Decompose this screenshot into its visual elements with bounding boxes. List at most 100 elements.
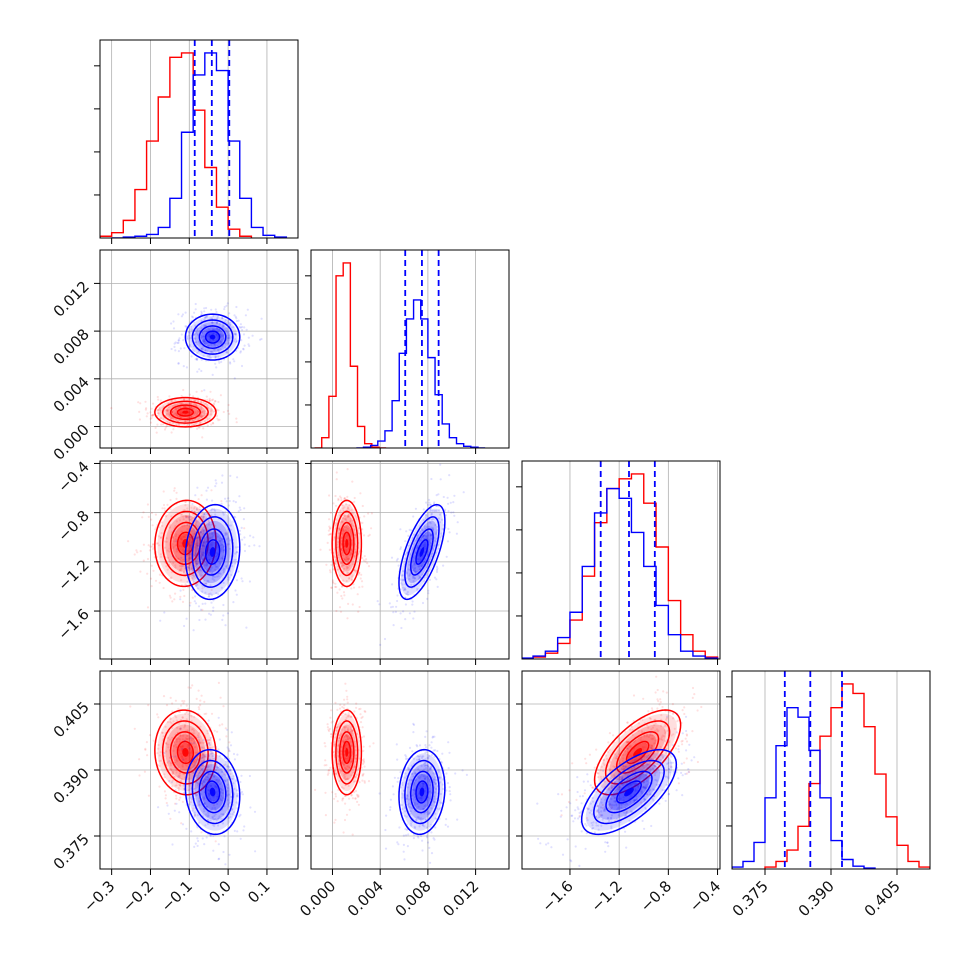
secondary-scatter-point <box>343 766 346 769</box>
secondary-scatter-point <box>347 757 350 760</box>
secondary-scatter-point <box>202 515 205 518</box>
secondary-scatter-point <box>338 527 341 530</box>
primary-scatter-point <box>210 321 214 324</box>
secondary-scatter-point <box>351 797 354 800</box>
secondary-scatter-point <box>191 742 194 746</box>
secondary-scatter-point <box>173 487 176 490</box>
primary-scatter-point <box>439 776 442 779</box>
primary-scatter-point <box>186 338 189 341</box>
primary-scatter-point <box>447 502 450 505</box>
secondary-scatter-point <box>326 541 329 545</box>
secondary-scatter-point <box>206 424 209 427</box>
primary-scatter-point <box>260 317 263 320</box>
primary-scatter-point <box>181 747 184 751</box>
primary-scatter-point <box>182 339 185 342</box>
primary-scatter-point <box>201 544 204 547</box>
primary-scatter-point <box>399 612 402 615</box>
secondary-scatter-point <box>361 759 364 762</box>
secondary-scatter-point <box>348 766 351 769</box>
secondary-scatter-point <box>171 736 174 739</box>
primary-scatter-point <box>388 602 391 605</box>
primary-scatter-point <box>424 778 427 781</box>
secondary-scatter-point <box>201 764 204 767</box>
primary-scatter-point <box>205 341 208 344</box>
secondary-scatter-point <box>159 409 162 412</box>
primary-scatter-point <box>433 509 436 513</box>
secondary-scatter-point <box>614 757 617 760</box>
secondary-scatter-point <box>187 686 190 689</box>
secondary-scatter-point <box>166 736 169 740</box>
primary-scatter-point <box>634 782 638 785</box>
secondary-scatter-point <box>174 407 178 410</box>
primary-contour <box>398 503 446 601</box>
secondary-scatter-point <box>169 416 172 419</box>
primary-scatter-point <box>446 825 450 828</box>
secondary-scatter-point <box>346 714 349 718</box>
secondary-scatter-point <box>637 722 640 725</box>
primary-scatter-point <box>189 796 192 799</box>
secondary-scatter-point <box>327 772 330 775</box>
secondary-scatter-point <box>603 780 606 783</box>
primary-scatter-point <box>177 338 180 342</box>
primary-scatter-point <box>408 746 412 750</box>
primary-scatter-point <box>436 749 439 753</box>
primary-scatter-point <box>240 526 243 530</box>
primary-scatter-point <box>417 755 421 758</box>
secondary-scatter-point <box>643 735 646 738</box>
secondary-scatter-point <box>189 402 192 405</box>
secondary-scatter-point <box>157 743 160 747</box>
secondary-scatter-point <box>174 592 177 595</box>
secondary-scatter-point <box>343 518 346 521</box>
primary-scatter-point <box>435 568 439 572</box>
primary-scatter-point <box>204 824 207 827</box>
primary-scatter-point <box>400 582 403 585</box>
secondary-scatter-point <box>608 732 612 735</box>
primary-histogram <box>111 52 288 238</box>
primary-scatter-point <box>432 781 435 784</box>
primary-scatter-point <box>237 510 240 513</box>
secondary-scatter-point <box>596 772 599 775</box>
secondary-scatter-point <box>332 750 335 753</box>
secondary-scatter-point <box>691 696 694 700</box>
primary-scatter-point <box>412 731 415 734</box>
secondary-scatter-point <box>335 471 338 474</box>
primary-scatter-point <box>412 533 416 536</box>
primary-scatter-point <box>230 777 233 781</box>
primary-contour <box>184 313 241 361</box>
secondary-scatter-point <box>330 733 333 736</box>
secondary-scatter-point <box>349 761 352 764</box>
primary-scatter-point <box>421 796 424 800</box>
secondary-scatter-point <box>144 408 147 411</box>
secondary-scatter-point <box>174 699 177 702</box>
primary-scatter-point <box>223 770 226 773</box>
primary-scatter-point <box>207 814 210 817</box>
secondary-scatter-point <box>187 729 190 732</box>
secondary-scatter-point <box>629 745 632 749</box>
secondary-scatter-point <box>195 751 199 754</box>
primary-scatter-point <box>213 530 216 533</box>
primary-scatter-point <box>433 576 437 579</box>
primary-scatter-point <box>446 782 450 785</box>
primary-scatter-point <box>239 350 242 353</box>
secondary-contour <box>176 407 195 417</box>
secondary-scatter-point <box>179 727 182 730</box>
primary-contour <box>398 748 446 836</box>
secondary-scatter-point <box>203 798 206 801</box>
primary-scatter-point <box>211 577 214 581</box>
secondary-scatter-point <box>175 533 178 536</box>
primary-scatter-point <box>222 558 225 561</box>
secondary-scatter-point <box>180 545 183 548</box>
primary-scatter-point <box>227 576 230 579</box>
secondary-scatter-point <box>331 579 335 582</box>
secondary-scatter-point <box>182 702 185 705</box>
secondary-scatter-point <box>199 699 202 702</box>
primary-scatter-point <box>406 757 409 761</box>
secondary-scatter-point <box>681 739 684 743</box>
primary-scatter-point <box>163 752 166 755</box>
secondary-scatter-point <box>341 549 344 552</box>
secondary-scatter-point <box>641 718 644 721</box>
secondary-scatter-point <box>149 411 152 414</box>
primary-scatter-point <box>400 786 403 789</box>
secondary-scatter-point <box>661 734 664 737</box>
primary-scatter-point <box>421 839 424 842</box>
